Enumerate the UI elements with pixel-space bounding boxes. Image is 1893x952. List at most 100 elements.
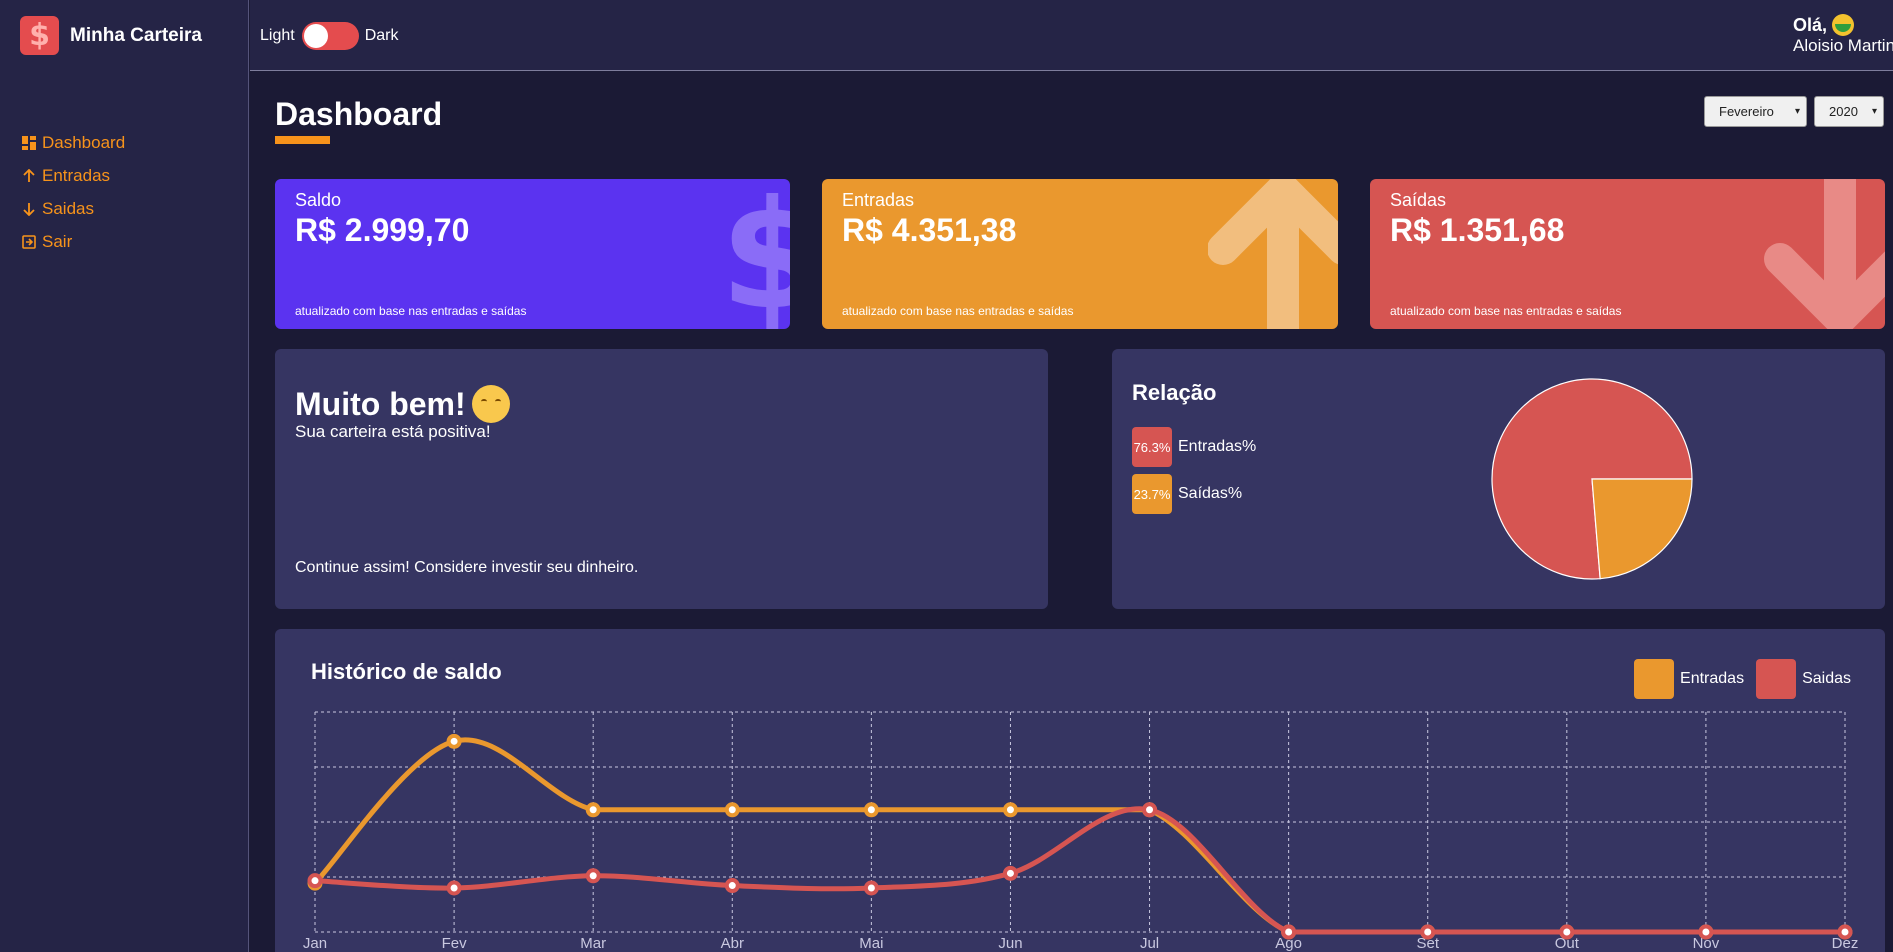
sidebar-menu: Dashboard Entradas Saidas Sair [22,126,125,258]
history-line-chart: Jan Fev Mar Abr Mai Jun Jul Ago Set Out Nov Dez [303,711,1859,952]
message-footer: Continue assim! Considere investir seu d… [295,559,639,576]
message-title: Muito bem! [295,385,510,423]
logout-icon [22,234,36,249]
month-select-value: Fevereiro [1719,104,1774,119]
arrow-up-icon [1208,179,1338,329]
arrow-up-icon [22,168,36,183]
switch-knob [303,24,328,48]
data-point [1002,802,1018,818]
relation-panel: Relação 76.3% Entradas% 23.7% Saídas% [1112,349,1885,609]
theme-switch[interactable] [301,22,359,50]
data-point [1837,924,1853,940]
legend-percent-badge: 76.3% [1132,427,1172,467]
greeting: Olá, [1793,14,1893,36]
x-tick-label: Mai [859,935,883,952]
sidebar-item-dashboard[interactable]: Dashboard [22,126,125,159]
theme-light-label: Light [260,27,295,44]
greeting-text: Olá, [1793,14,1828,35]
history-legend: Entradas Saidas [1622,659,1851,699]
title-underline [275,136,330,144]
history-title: Histórico de saldo [311,659,502,684]
arrow-down-icon [22,202,36,216]
legend-percent-badge: 23.7% [1132,474,1172,514]
data-point [446,880,462,896]
sidebar-item-sair[interactable]: Sair [22,225,125,258]
card-footer: atualizado com base nas entradas e saída… [1390,304,1622,318]
x-tick-label: Set [1416,935,1439,952]
year-select[interactable]: 2020 ▾ [1814,96,1884,127]
saidas-card: Saídas R$ 1.351,68 atualizado com base n… [1370,179,1885,329]
data-point [1142,802,1158,818]
x-tick-label: Jul [1140,935,1159,952]
theme-toggle: Light Dark [260,22,398,50]
relation-legend-item: 23.7% Saídas% [1132,474,1242,514]
sidebar-item-label: Saidas [42,198,94,218]
sidebar-item-label: Entradas [42,165,111,185]
happy-face-icon [471,385,510,423]
sidebar: $ Minha Carteira Dashboard Entradas Said… [0,0,249,952]
card-title: Entradas [842,190,915,210]
legend-item-entradas: Entradas [1634,659,1744,699]
dashboard-icon [22,135,36,150]
x-tick-label: Dez [1832,935,1859,952]
sidebar-item-label: Sair [42,231,73,251]
relation-pie-chart [1491,378,1693,580]
card-value: R$ 2.999,70 [295,212,470,248]
theme-dark-label: Dark [364,27,399,44]
data-point [863,880,879,896]
sidebar-item-label: Dashboard [42,132,126,152]
month-select[interactable]: Fevereiro ▾ [1704,96,1807,127]
page-title: Dashboard [275,96,443,132]
x-tick-label: Jun [998,935,1022,952]
data-point [1002,865,1018,881]
year-select-value: 2020 [1829,104,1858,119]
data-point [863,802,879,818]
date-filters: Fevereiro ▾ 2020 ▾ [1704,96,1884,127]
data-point [585,868,601,884]
saldo-card: Saldo R$ 2.999,70 atualizado com base na… [275,179,790,329]
legend-swatch [1634,659,1675,699]
message-title-text: Muito bem! [295,385,466,422]
legend-label: Entradas [1680,670,1745,687]
relation-legend-item: 76.3% Entradas% [1132,427,1256,467]
history-panel: Histórico de saldo Entradas Saidas Jan Fe… [275,629,1885,952]
data-point [585,802,601,818]
pie-slice [1591,478,1693,580]
chevron-down-icon: ▾ [1871,106,1877,117]
x-tick-label: Abr [721,935,744,952]
data-point [446,733,462,749]
data-point [1281,924,1297,940]
card-footer: atualizado com base nas entradas e saída… [295,304,527,318]
legend-swatch [1756,659,1797,699]
legend-item-saidas: Saidas [1756,659,1851,699]
arrow-down-icon [1764,179,1885,329]
x-tick-label: Jan [303,935,327,952]
x-tick-label: Mar [580,935,606,952]
card-footer: atualizado com base nas entradas e saída… [842,304,1074,318]
money-face-icon [1832,14,1855,36]
message-subtitle: Sua carteira está positiva! [295,422,491,441]
legend-label: Saídas% [1178,485,1243,502]
dollar-icon: $ [720,179,790,329]
data-point [307,873,323,889]
data-point [1698,924,1714,940]
user-profile: Olá, Aloisio Martin [1793,14,1893,56]
username: Aloisio Martin [1793,36,1893,55]
sidebar-item-saidas[interactable]: Saidas [22,192,125,225]
brand: $ Minha Carteira [20,16,202,55]
card-value: R$ 1.351,68 [1390,212,1565,248]
app-title: Minha Carteira [70,24,202,46]
data-point [724,878,740,894]
sidebar-item-entradas[interactable]: Entradas [22,159,125,192]
chevron-down-icon: ▾ [1794,106,1800,117]
x-tick-label: Fev [442,935,468,952]
legend-label: Entradas% [1178,438,1257,455]
x-tick-label: Ago [1275,935,1302,952]
dollar-logo-icon: $ [20,16,59,55]
entradas-card: Entradas R$ 4.351,38 atualizado com base… [822,179,1338,329]
card-title: Saídas [1390,190,1447,210]
data-point [724,802,740,818]
x-tick-label: Out [1555,935,1580,952]
message-panel: Muito bem! Sua carteira está positiva! C… [275,349,1048,609]
card-title: Saldo [295,190,342,210]
